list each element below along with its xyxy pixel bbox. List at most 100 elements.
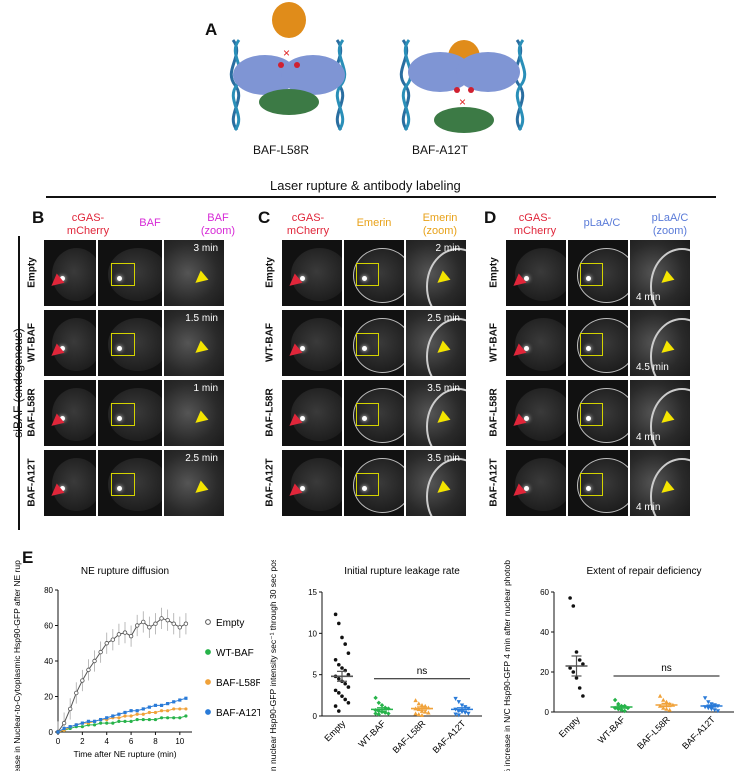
zoom-micrograph: 2 min — [406, 240, 466, 306]
sidebar-label: siBAF (endogenous) — [11, 328, 25, 438]
data-point — [159, 716, 164, 720]
data-point — [577, 686, 582, 690]
data-point — [178, 716, 182, 720]
nucleus-shape — [291, 387, 342, 441]
legend-label: BAF-L58R — [216, 678, 260, 689]
col-header-cgas-d: cGAS- mCherry — [513, 212, 557, 237]
data-point — [664, 706, 669, 711]
rupture-spot — [362, 346, 367, 352]
zoom-micrograph: 4.5 min — [630, 310, 690, 376]
zoom-region-box — [356, 333, 379, 357]
data-point — [333, 612, 338, 617]
data-point — [376, 700, 381, 705]
data-point — [68, 725, 72, 729]
col-header-emerin-zoom-c: Emerin (zoom) — [422, 212, 458, 237]
col-header-plac-zoom-d: pLaA/C (zoom) — [651, 212, 689, 237]
y-axis-label: % Increase in Nuclear-to-Cytoplasmic Hsp… — [12, 560, 22, 771]
data-point — [333, 704, 338, 708]
rupture-spot — [362, 276, 367, 282]
rupture-spot — [59, 346, 65, 352]
rupture-spot — [300, 346, 305, 352]
row-label: BAF-A12T — [26, 458, 38, 507]
rupture-spot — [300, 276, 305, 282]
rupture-spot — [524, 486, 529, 492]
y-axis-label: Increase in nuclear Hsp90-GFP intensity … — [268, 560, 278, 771]
significance-label: ns — [417, 666, 428, 677]
legend-marker — [205, 709, 211, 715]
data-point — [99, 717, 103, 722]
timepoint-label: 4 min — [636, 502, 661, 513]
nucleus-shape — [515, 247, 566, 301]
data-point — [661, 697, 666, 702]
zoom-region-box — [110, 403, 136, 427]
data-point — [135, 709, 139, 713]
data-point — [116, 632, 122, 637]
data-point — [373, 711, 378, 716]
micrograph — [344, 450, 404, 516]
data-point — [340, 694, 344, 698]
data-point — [117, 712, 121, 716]
row-label: BAF-L58R — [264, 388, 276, 437]
legend-marker — [205, 649, 211, 655]
zoom-region-box — [580, 263, 603, 287]
data-point — [340, 666, 344, 670]
data-point — [419, 712, 425, 717]
row-label: WT-BAF — [488, 323, 500, 362]
timepoint-label: 2.5 min — [427, 313, 460, 324]
data-point — [147, 717, 151, 722]
timepoint-label: 3.5 min — [427, 453, 460, 464]
y-tick-label: 10 — [308, 629, 317, 638]
col-header-cgas-b: cGAS- mCherry — [66, 212, 110, 237]
series-line — [57, 708, 186, 733]
data-point — [166, 716, 170, 720]
data-point — [111, 721, 115, 725]
data-point — [337, 677, 341, 681]
y-tick-label: 80 — [44, 586, 53, 595]
x-tick-label: Empty — [322, 718, 347, 743]
data-point — [657, 693, 663, 698]
nucleus-shape — [291, 317, 342, 371]
data-point — [577, 658, 582, 662]
data-point — [419, 708, 425, 713]
data-point — [333, 688, 338, 693]
row-label: Empty — [264, 257, 276, 288]
data-point — [568, 596, 572, 600]
rupture-spot — [59, 416, 65, 422]
data-point — [416, 701, 421, 706]
row-label: WT-BAF — [26, 323, 38, 362]
y-tick-label: 0 — [49, 728, 54, 737]
zoom-micrograph: 2.5 min — [406, 310, 466, 376]
timepoint-label: 4 min — [636, 432, 661, 443]
col-header-baf-b: BAF — [139, 217, 161, 229]
rupture-spot — [59, 276, 65, 282]
data-point — [419, 703, 425, 708]
data-point — [337, 662, 341, 667]
data-point — [123, 710, 127, 715]
data-point — [456, 713, 461, 718]
data-point — [413, 698, 418, 703]
timepoint-label: 2 min — [435, 243, 460, 254]
data-point — [423, 709, 428, 714]
zoom-micrograph: 4 min — [630, 380, 690, 446]
y-tick-label: 20 — [540, 668, 549, 677]
micrograph — [98, 380, 162, 446]
data-point — [571, 670, 576, 674]
row-label: BAF-L58R — [26, 388, 38, 437]
data-point — [56, 730, 60, 734]
chart-title: NE rupture diffusion — [81, 566, 169, 577]
series-line — [57, 697, 187, 733]
y-tick-label: 40 — [44, 657, 53, 666]
micrograph — [282, 380, 342, 446]
data-point — [147, 710, 151, 715]
data-point — [62, 726, 66, 731]
data-point — [702, 696, 708, 701]
data-point — [74, 690, 79, 696]
timepoint-label: 1 min — [193, 383, 218, 394]
emerin-protein-icon — [272, 2, 306, 38]
y-tick-label: 60 — [44, 622, 53, 631]
row-label: Empty — [26, 257, 38, 288]
nucleus-shape — [515, 457, 566, 511]
y-tick-label: 15 — [308, 588, 317, 597]
protein-schematic: × × — [229, 2, 527, 133]
rupture-spot — [362, 416, 367, 422]
